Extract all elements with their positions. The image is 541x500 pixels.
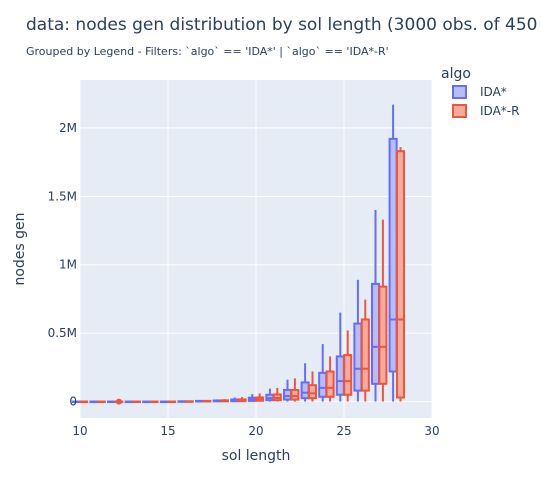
box-body bbox=[300, 381, 310, 400]
box-ida-star-22[interactable] bbox=[282, 379, 293, 402]
legend-title: algo bbox=[441, 66, 471, 82]
box-body bbox=[388, 137, 398, 373]
y-tick-label: 0 bbox=[69, 395, 77, 409]
outlier-point[interactable] bbox=[115, 398, 122, 405]
box-body bbox=[370, 282, 381, 385]
y-tick-label: 2M bbox=[59, 121, 77, 135]
box-ida-star-28[interactable] bbox=[388, 104, 398, 402]
box-ida-star-14[interactable] bbox=[142, 400, 152, 404]
y-tick-label: 1.5M bbox=[48, 189, 77, 203]
x-axis-label: sol length bbox=[222, 448, 291, 464]
box-ida-star-15[interactable] bbox=[159, 400, 169, 404]
box-ida-star-16[interactable] bbox=[177, 400, 187, 403]
box-body bbox=[307, 384, 318, 400]
box-body bbox=[378, 285, 388, 385]
chart-subtitle: Grouped by Legend - Filters: `algo` == '… bbox=[26, 45, 389, 58]
legend-swatch-ida-star-r bbox=[452, 104, 467, 118]
legend-label-ida-star-r: IDA*-R bbox=[480, 104, 519, 118]
y-axis-ticks: 0 0.5M 1M 1.5M 2M bbox=[48, 121, 77, 409]
box-ida-star-r-14[interactable] bbox=[149, 400, 159, 404]
box-ida-star-18[interactable] bbox=[212, 399, 222, 403]
box-ida-star-r-17[interactable] bbox=[202, 399, 212, 403]
box-body bbox=[318, 371, 328, 398]
box-body bbox=[282, 388, 293, 401]
box-body bbox=[353, 322, 363, 392]
box-body bbox=[343, 354, 353, 396]
box-ida-star-r-13[interactable] bbox=[131, 400, 142, 404]
x-axis-ticks: 10 15 20 25 30 bbox=[72, 424, 439, 438]
legend: algo IDA* IDA*-R bbox=[441, 66, 519, 118]
box-ida-star-r-21[interactable] bbox=[272, 387, 282, 402]
x-tick-label: 10 bbox=[72, 424, 87, 438]
box-ida-star-r-20[interactable] bbox=[255, 393, 265, 402]
box-body bbox=[360, 318, 370, 392]
box-traces bbox=[71, 104, 406, 405]
chart-title: data: nodes gen distribution by sol leng… bbox=[26, 15, 537, 35]
gridlines bbox=[79, 80, 433, 418]
x-tick-label: 20 bbox=[248, 424, 263, 438]
box-ida-star-12[interactable] bbox=[106, 400, 117, 404]
box-ida-star-r-22[interactable] bbox=[290, 378, 300, 402]
box-ida-star-r-25[interactable] bbox=[343, 330, 353, 402]
box-ida-star-r-19[interactable] bbox=[237, 397, 247, 403]
y-axis-label: nodes gen bbox=[12, 212, 28, 285]
y-tick-label: 0.5M bbox=[48, 326, 77, 340]
box-ida-star-13[interactable] bbox=[124, 400, 134, 404]
legend-item-ida-star[interactable]: IDA* bbox=[452, 85, 507, 99]
x-tick-label: 25 bbox=[336, 424, 351, 438]
box-ida-star-r-27[interactable] bbox=[378, 219, 388, 402]
box-ida-star-r-28[interactable] bbox=[395, 147, 406, 402]
legend-item-ida-star-r[interactable]: IDA*-R bbox=[452, 104, 519, 118]
box-ida-star-r-23[interactable] bbox=[307, 371, 318, 402]
box-ida-star-r-26[interactable] bbox=[360, 299, 370, 402]
y-tick-label: 1M bbox=[59, 258, 77, 272]
legend-swatch-ida-star bbox=[452, 85, 467, 99]
box-ida-star-17[interactable] bbox=[194, 399, 205, 403]
box-body bbox=[335, 355, 345, 396]
box-ida-star-r-24[interactable] bbox=[325, 356, 335, 402]
box-ida-star-r-11[interactable] bbox=[96, 400, 106, 404]
box-ida-star-r-15[interactable] bbox=[167, 400, 177, 404]
box-ida-star-r-10[interactable] bbox=[79, 400, 89, 404]
legend-label-ida-star: IDA* bbox=[480, 85, 507, 99]
box-body bbox=[290, 388, 300, 401]
box-ida-star-r-16[interactable] bbox=[184, 400, 194, 403]
x-tick-label: 30 bbox=[424, 424, 439, 438]
box-body bbox=[325, 370, 335, 398]
box-ida-star-r-18[interactable] bbox=[219, 399, 230, 403]
box-ida-star-11[interactable] bbox=[89, 400, 99, 404]
x-tick-label: 15 bbox=[160, 424, 175, 438]
box-body bbox=[395, 150, 406, 399]
